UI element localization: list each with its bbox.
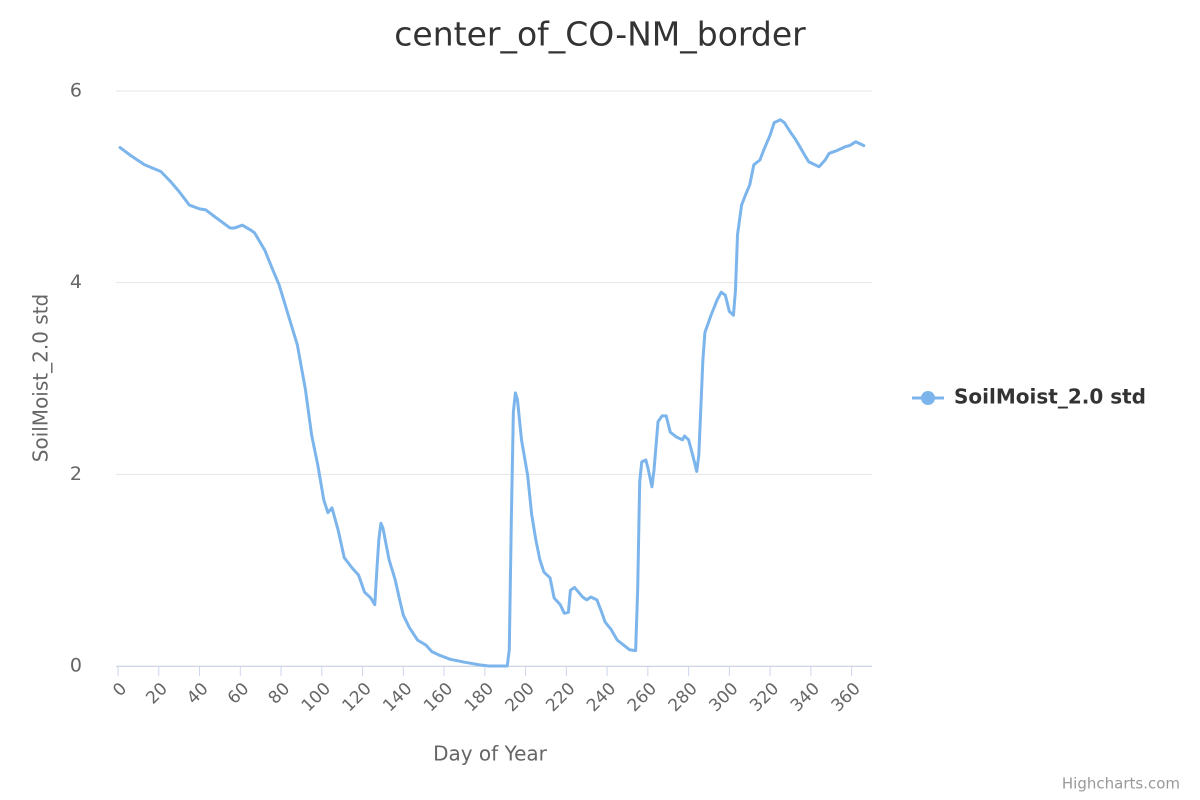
credits[interactable]: Highcharts.com	[1062, 775, 1180, 793]
chart-title: center_of_CO-NM_border	[394, 15, 806, 54]
data-line	[118, 118, 866, 668]
x-axis-title: Day of Year	[433, 742, 548, 766]
y-tick-label: 4	[70, 271, 82, 293]
y-tick-label: 0	[70, 655, 82, 677]
legend-marker[interactable]	[921, 391, 935, 405]
legend-label[interactable]: SoilMoist_2.0 std	[954, 385, 1146, 409]
y-axis-title: SoilMoist_2.0 std	[29, 294, 53, 462]
y-tick-label: 6	[70, 80, 82, 102]
y-tick-label: 2	[70, 463, 82, 485]
